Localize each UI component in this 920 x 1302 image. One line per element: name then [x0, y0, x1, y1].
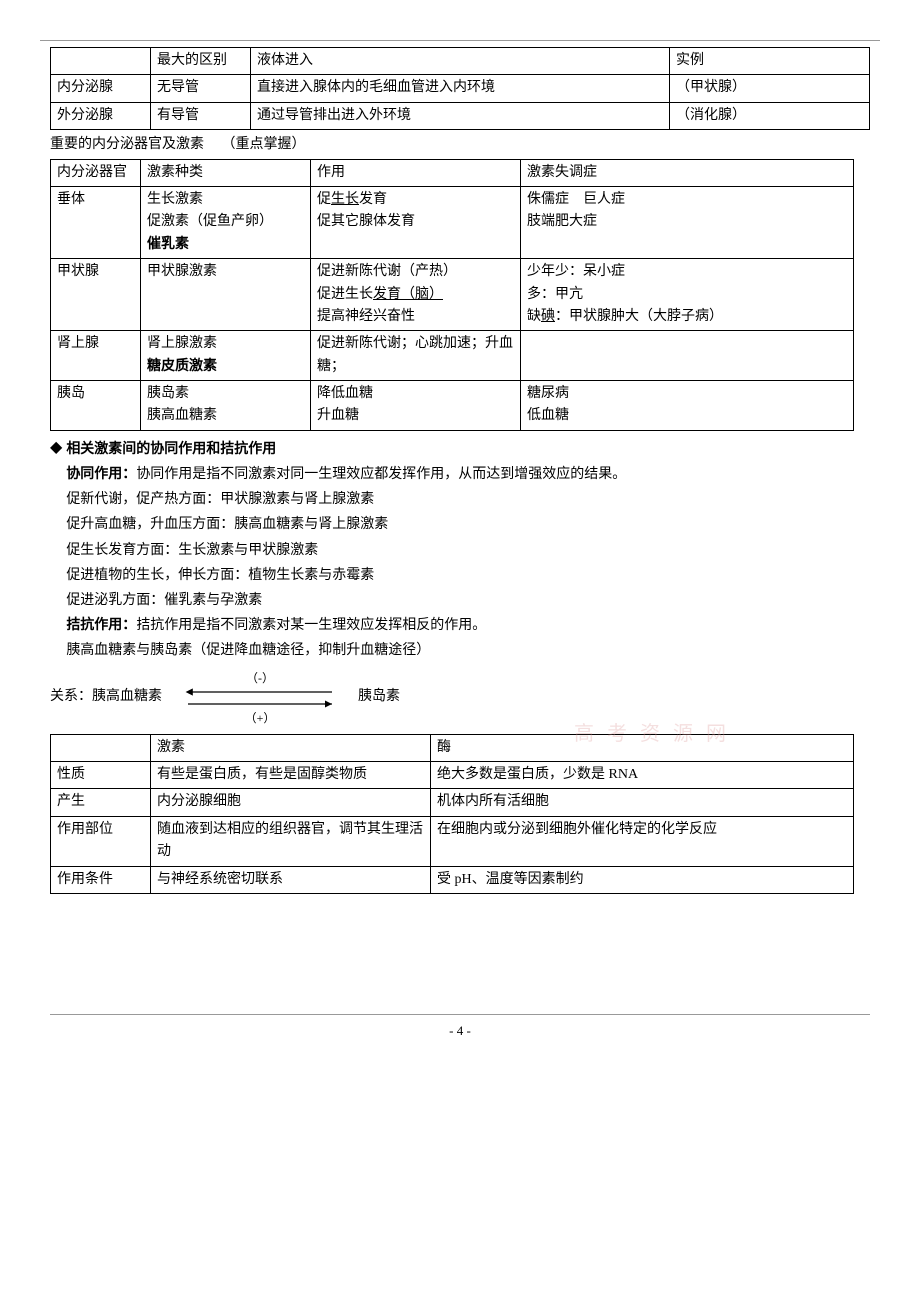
cell: 促进新陈代谢（产热）促进生长发育（脑）提高神经兴奋性: [311, 259, 521, 331]
cell: 促生长发育促其它腺体发育: [311, 186, 521, 258]
page-number: - 4 -: [449, 1023, 471, 1038]
table-row: 垂体 生长激素促激素（促鱼产卵）催乳素 促生长发育促其它腺体发育 侏儒症 巨人症…: [51, 186, 854, 258]
cell: 作用: [311, 159, 521, 186]
synergism-title: 相关激素间的协同作用和拮抗作用: [66, 437, 626, 462]
cell: 产生: [51, 789, 151, 816]
coop-line: 协同作用：协同作用是指不同激素对同一生理效应都发挥作用，从而达到增强效应的结果。: [66, 462, 626, 487]
cell: 促进新陈代谢；心跳加速；升血糖；: [311, 331, 521, 381]
antag-line: 拮抗作用：拮抗作用是指不同激素对某一生理效应发挥相反的作用。: [66, 613, 626, 638]
coop-item: 促生长发育方面：生长激素与甲状腺激素: [66, 538, 626, 563]
table-row: 作用部位 随血液到达相应的组织器官，调节其生理活动 在细胞内或分泌到细胞外催化特…: [51, 816, 854, 866]
coop-def: 协同作用是指不同激素对同一生理效应都发挥作用，从而达到增强效应的结果。: [136, 467, 626, 482]
cell: 激素种类: [141, 159, 311, 186]
table-row: 外分泌腺 有导管 通过导管排出进入外环境 （消化腺）: [51, 102, 870, 129]
cell: 与神经系统密切联系: [151, 866, 431, 893]
antag-def: 拮抗作用是指不同激素对某一生理效应发挥相反的作用。: [136, 618, 486, 633]
table-row: 激素 酶: [51, 734, 854, 761]
double-arrow-icon: [180, 684, 340, 712]
cell: 实例: [670, 48, 870, 75]
cell: 激素失调症: [521, 159, 854, 186]
cell: 内分泌器官: [51, 159, 141, 186]
cell: 内分泌腺: [51, 75, 151, 102]
plus-sign: （+）: [245, 712, 276, 724]
cell: （消化腺）: [670, 102, 870, 129]
cell: 生长激素促激素（促鱼产卵）催乳素: [141, 186, 311, 258]
cell: 性质: [51, 761, 151, 788]
minus-sign: （-）: [246, 672, 274, 684]
cell: 甲状腺激素: [141, 259, 311, 331]
cell: 随血液到达相应的组织器官，调节其生理活动: [151, 816, 431, 866]
cell: 作用部位: [51, 816, 151, 866]
cell: 机体内所有活细胞: [431, 789, 854, 816]
cell: 肾上腺: [51, 331, 141, 381]
cell: 最大的区别: [151, 48, 251, 75]
title-text: 重要的内分泌器官及激素: [50, 137, 204, 152]
relation-right: 胰岛素: [358, 686, 400, 708]
cell: 少年少：呆小症多：甲亢缺碘：甲状腺肿大（大脖子病）: [521, 259, 854, 331]
coop-item: 促升高血糖，升血压方面：胰高血糖素与肾上腺激素: [66, 512, 626, 537]
gland-comparison-table: 最大的区别 液体进入 实例 内分泌腺 无导管 直接进入腺体内的毛细血管进入内环境…: [50, 47, 870, 130]
diamond-icon: ◆: [50, 437, 62, 459]
table-row: 内分泌腺 无导管 直接进入腺体内的毛细血管进入内环境 （甲状腺）: [51, 75, 870, 102]
cell: 胰岛素胰高血糖素: [141, 381, 311, 431]
arrow-box: （-） （+）: [170, 672, 350, 724]
cell: 直接进入腺体内的毛细血管进入内环境: [251, 75, 670, 102]
table-row: 产生 内分泌腺细胞 机体内所有活细胞: [51, 789, 854, 816]
table-row: 胰岛 胰岛素胰高血糖素 降低血糖升血糖 糖尿病低血糖: [51, 381, 854, 431]
table-row: 最大的区别 液体进入 实例: [51, 48, 870, 75]
cell: 通过导管排出进入外环境: [251, 102, 670, 129]
cell: 糖尿病低血糖: [521, 381, 854, 431]
coop-item: 促进泌乳方面：催乳素与孕激素: [66, 588, 626, 613]
table-row: 肾上腺 肾上腺激素糖皮质激素 促进新陈代谢；心跳加速；升血糖；: [51, 331, 854, 381]
cell: [51, 48, 151, 75]
relation-diagram: 关系：胰高血糖素 （-） （+） 胰岛素: [50, 672, 870, 724]
cell: 肾上腺激素糖皮质激素: [141, 331, 311, 381]
cell: 液体进入: [251, 48, 670, 75]
section-title: 重要的内分泌器官及激素 （重点掌握）: [50, 134, 870, 156]
cell: 内分泌腺细胞: [151, 789, 431, 816]
cell: 绝大多数是蛋白质，少数是 RNA: [431, 761, 854, 788]
hormone-vs-enzyme-table: 激素 酶 性质 有些是蛋白质，有些是固醇类物质 绝大多数是蛋白质，少数是 RNA…: [50, 734, 854, 894]
page-footer: - 4 -: [50, 1014, 870, 1042]
title-note: （重点掌握）: [222, 137, 306, 152]
cell: （甲状腺）: [670, 75, 870, 102]
diamond-bullet-section: ◆ 相关激素间的协同作用和拮抗作用 协同作用：协同作用是指不同激素对同一生理效应…: [50, 437, 870, 664]
coop-item: 促进植物的生长，伸长方面：植物生长素与赤霉素: [66, 563, 626, 588]
table-row: 内分泌器官 激素种类 作用 激素失调症: [51, 159, 854, 186]
cell: 外分泌腺: [51, 102, 151, 129]
table-row: 作用条件 与神经系统密切联系 受 pH、温度等因素制约: [51, 866, 854, 893]
cell: 甲状腺: [51, 259, 141, 331]
cell: 无导管: [151, 75, 251, 102]
relation-label: 关系：胰高血糖素: [50, 686, 162, 708]
cell: 酶: [431, 734, 854, 761]
cell: 激素: [151, 734, 431, 761]
cell: 胰岛: [51, 381, 141, 431]
table-row: 性质 有些是蛋白质，有些是固醇类物质 绝大多数是蛋白质，少数是 RNA: [51, 761, 854, 788]
cell: 在细胞内或分泌到细胞外催化特定的化学反应: [431, 816, 854, 866]
table-row: 甲状腺 甲状腺激素 促进新陈代谢（产热）促进生长发育（脑）提高神经兴奋性 少年少…: [51, 259, 854, 331]
cell: 有些是蛋白质，有些是固醇类物质: [151, 761, 431, 788]
cell: [521, 331, 854, 381]
endocrine-hormone-table: 内分泌器官 激素种类 作用 激素失调症 垂体 生长激素促激素（促鱼产卵）催乳素 …: [50, 159, 854, 431]
antag-label: 拮抗作用：: [66, 618, 136, 633]
cell: 垂体: [51, 186, 141, 258]
coop-item: 促新代谢，促产热方面：甲状腺激素与肾上腺激素: [66, 487, 626, 512]
cell: [51, 734, 151, 761]
antag-example: 胰高血糖素与胰岛素（促进降血糖途径，抑制升血糖途径）: [66, 638, 626, 663]
coop-label: 协同作用：: [66, 467, 136, 482]
cell: 受 pH、温度等因素制约: [431, 866, 854, 893]
cell: 作用条件: [51, 866, 151, 893]
cell: 有导管: [151, 102, 251, 129]
top-rule: [40, 40, 880, 41]
cell: 侏儒症 巨人症肢端肥大症: [521, 186, 854, 258]
cell: 降低血糖升血糖: [311, 381, 521, 431]
